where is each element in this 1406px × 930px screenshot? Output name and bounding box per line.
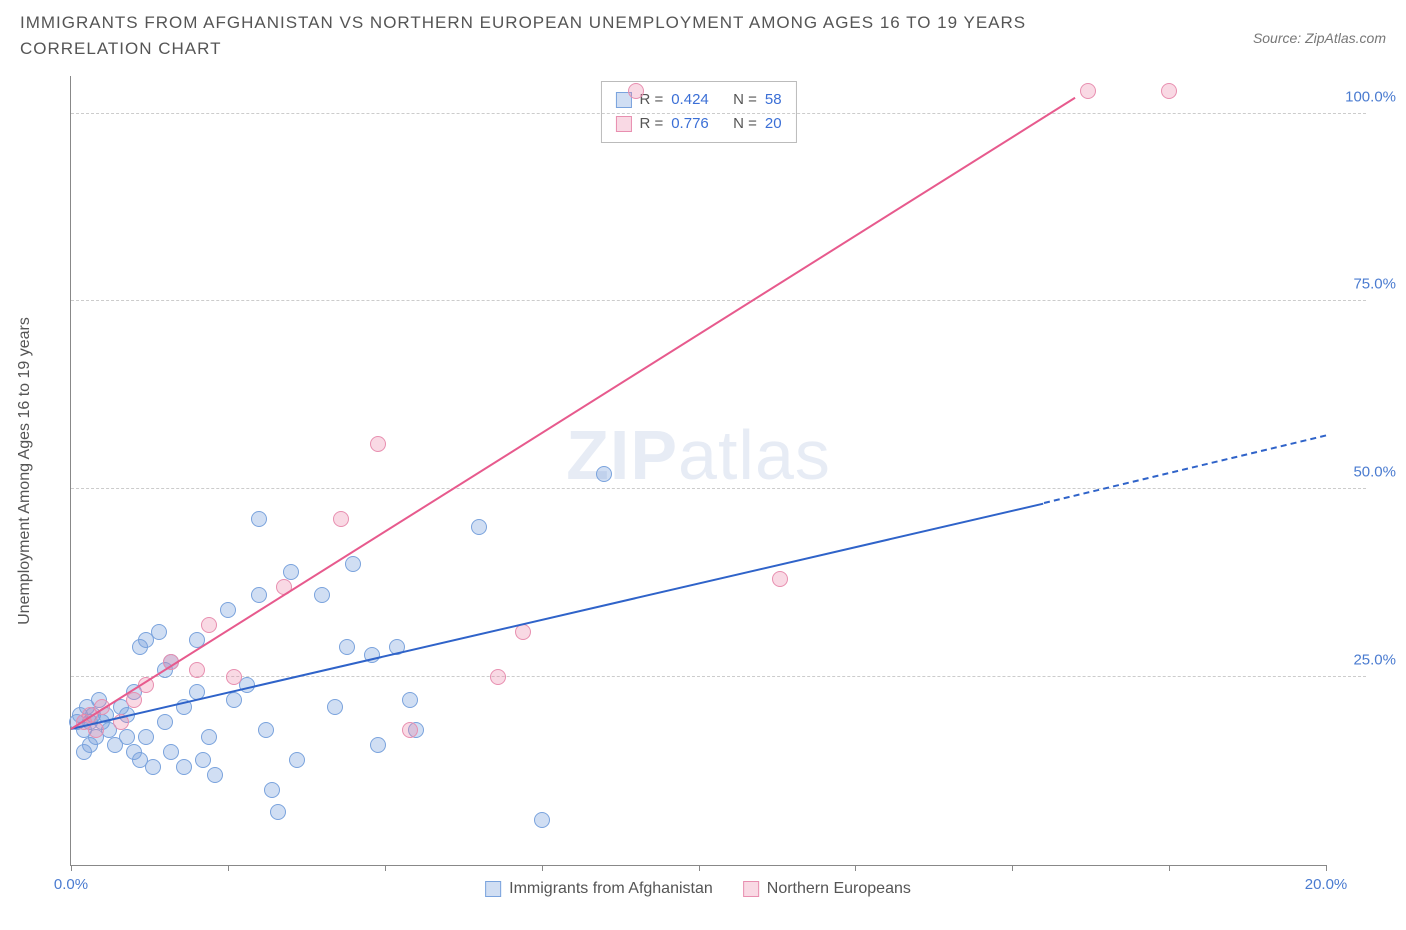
- legend-item-2: Northern Europeans: [743, 880, 911, 898]
- data-point: [270, 804, 286, 820]
- data-point: [471, 519, 487, 535]
- chart-title: IMMIGRANTS FROM AFGHANISTAN VS NORTHERN …: [20, 10, 1120, 61]
- ytick-label: 25.0%: [1353, 652, 1396, 669]
- data-point: [314, 587, 330, 603]
- xtick: [385, 865, 386, 871]
- data-point: [220, 602, 236, 618]
- xtick: [71, 865, 72, 871]
- data-point: [207, 767, 223, 783]
- xtick: [228, 865, 229, 871]
- xtick-label: 0.0%: [54, 876, 88, 893]
- data-point: [370, 436, 386, 452]
- data-point: [1161, 83, 1177, 99]
- legend-item-1: Immigrants from Afghanistan: [485, 880, 713, 898]
- data-point: [333, 511, 349, 527]
- data-point: [534, 812, 550, 828]
- ytick-label: 75.0%: [1353, 276, 1396, 293]
- data-point: [251, 587, 267, 603]
- data-point: [176, 759, 192, 775]
- data-point: [201, 617, 217, 633]
- data-point: [145, 759, 161, 775]
- data-point: [163, 744, 179, 760]
- xtick: [542, 865, 543, 871]
- gridline: [71, 488, 1366, 489]
- data-point: [258, 722, 274, 738]
- data-point: [339, 639, 355, 655]
- trendline: [71, 502, 1044, 729]
- data-point: [1080, 83, 1096, 99]
- swatch-legend-1: [485, 881, 501, 897]
- data-point: [345, 556, 361, 572]
- data-point: [189, 662, 205, 678]
- data-point: [402, 722, 418, 738]
- ytick-label: 100.0%: [1345, 88, 1396, 105]
- gridline: [71, 113, 1366, 114]
- data-point: [138, 729, 154, 745]
- data-point: [157, 714, 173, 730]
- xtick: [855, 865, 856, 871]
- data-point: [201, 729, 217, 745]
- xtick: [699, 865, 700, 871]
- xtick: [1326, 865, 1327, 871]
- data-point: [490, 669, 506, 685]
- xtick-label: 20.0%: [1305, 876, 1348, 893]
- data-point: [596, 466, 612, 482]
- trendline: [70, 97, 1075, 730]
- data-point: [628, 83, 644, 99]
- swatch-series-2: [615, 116, 631, 132]
- data-point: [251, 511, 267, 527]
- xtick: [1169, 865, 1170, 871]
- bottom-legend: Immigrants from Afghanistan Northern Eur…: [485, 880, 911, 898]
- data-point: [327, 699, 343, 715]
- data-point: [226, 669, 242, 685]
- data-point: [264, 782, 280, 798]
- data-point: [370, 737, 386, 753]
- stats-row-2: R = 0.776 N = 20: [615, 112, 781, 136]
- xtick: [1012, 865, 1013, 871]
- source-text: Source: ZipAtlas.com: [1253, 30, 1386, 46]
- gridline: [71, 300, 1366, 301]
- scatter-chart: Unemployment Among Ages 16 to 19 years Z…: [70, 76, 1326, 866]
- data-point: [226, 692, 242, 708]
- gridline: [71, 676, 1366, 677]
- data-point: [402, 692, 418, 708]
- data-point: [119, 729, 135, 745]
- data-point: [82, 737, 98, 753]
- data-point: [195, 752, 211, 768]
- y-axis-label: Unemployment Among Ages 16 to 19 years: [16, 317, 34, 625]
- trendline-extrapolated: [1043, 435, 1326, 505]
- data-point: [289, 752, 305, 768]
- watermark: ZIPatlas: [566, 415, 831, 495]
- data-point: [772, 571, 788, 587]
- data-point: [283, 564, 299, 580]
- plot-area: ZIPatlas R = 0.424 N = 58 R = 0.776 N = …: [70, 76, 1326, 866]
- data-point: [151, 624, 167, 640]
- swatch-legend-2: [743, 881, 759, 897]
- ytick-label: 50.0%: [1353, 464, 1396, 481]
